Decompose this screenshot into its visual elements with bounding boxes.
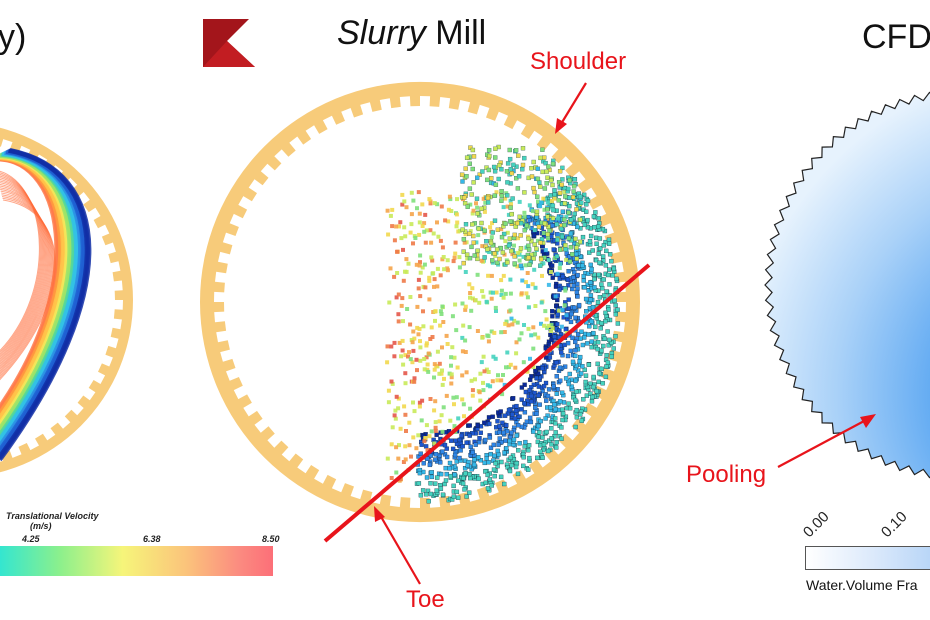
right-legend-colorbar [805,546,930,570]
company-logo [203,19,255,67]
center-title-italic: Slurry [337,14,426,52]
center-title-rest: Mill [425,14,487,52]
center-mill-particles [385,144,621,504]
pooling-arrow [777,414,876,468]
left-legend-tick-3: 8.50 [262,534,280,544]
left-panel-title-fragment: y) [0,18,27,56]
left-mill-diagram [0,127,133,473]
left-mill-streamlines [0,148,92,462]
left-mill-liner [0,127,133,473]
toe-label: Toe [406,586,445,613]
right-panel-title-fragment: CFD [862,18,930,56]
toe-arrow [374,506,421,585]
pooling-label: Pooling [686,461,767,488]
center-panel-title: Slurry Mill [337,16,486,50]
left-legend-unit: (m/s) [30,521,52,531]
cfd-mill-shell [764,91,930,479]
shoulder-arrow [555,82,587,134]
left-legend-tick-2: 6.38 [143,534,161,544]
shoulder-label: Shoulder [530,48,627,75]
left-legend-tick-1: 4.25 [22,534,40,544]
right-legend-title: Water.Volume Fra [806,577,918,593]
left-legend-title: Translational Velocity [6,511,99,521]
charge-boundary-line [323,263,651,543]
left-legend-colorbar [0,546,273,576]
